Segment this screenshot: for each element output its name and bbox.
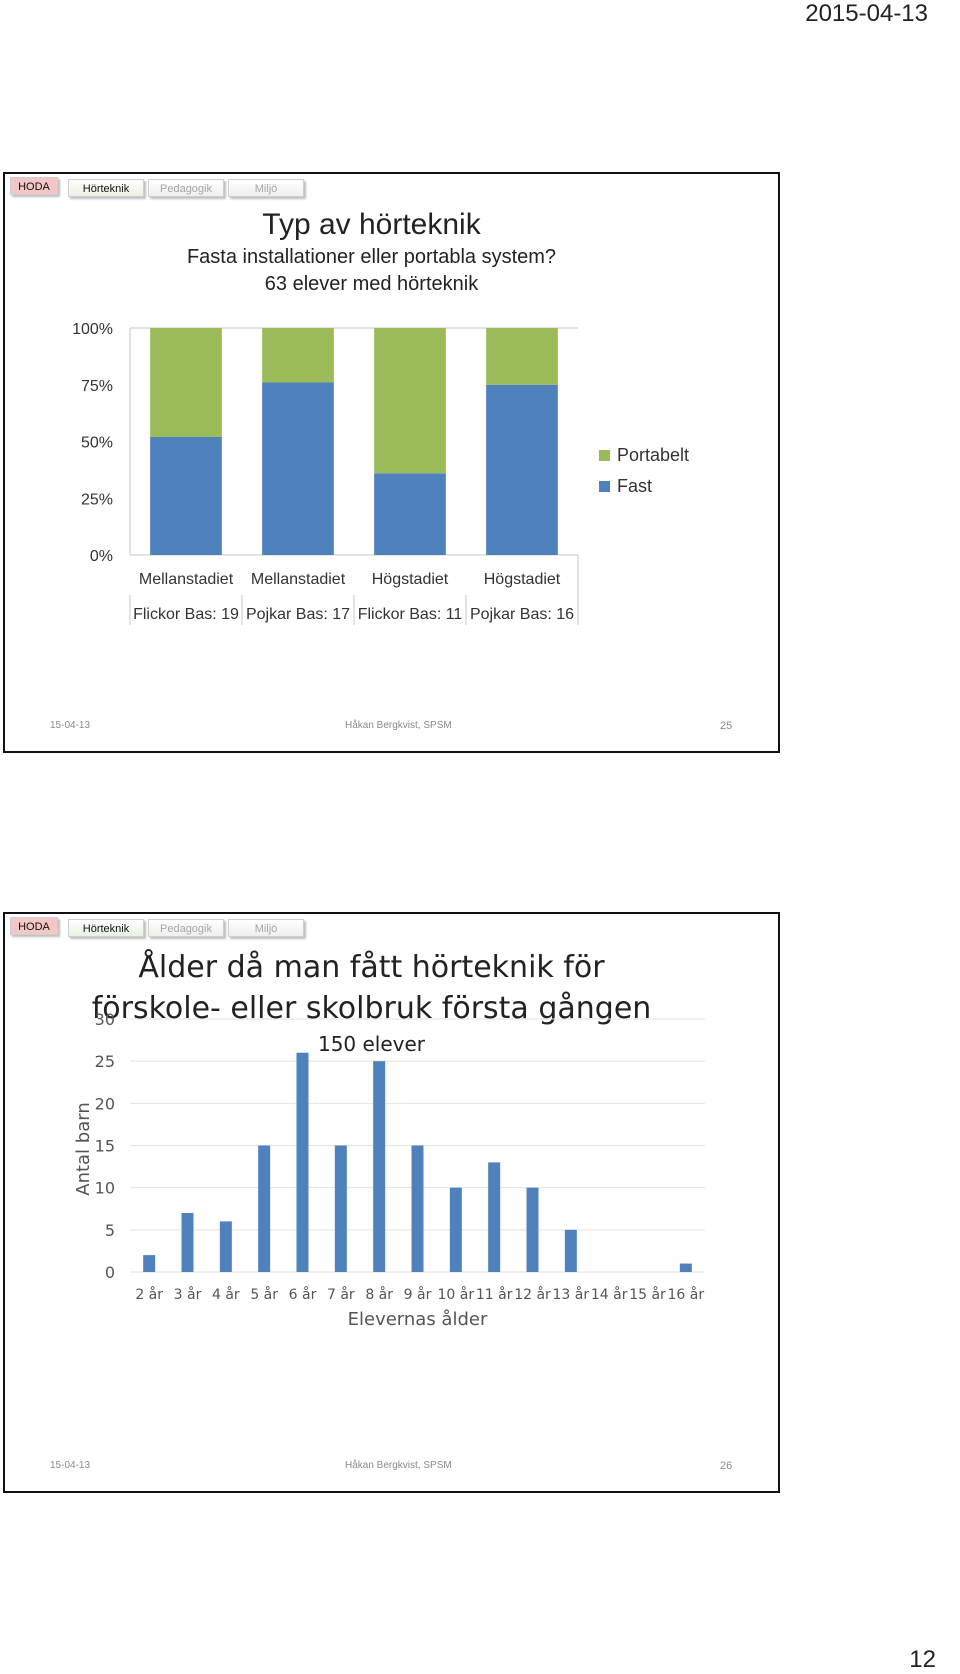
- y-tick-label: 75%: [81, 378, 113, 395]
- bar: [296, 1052, 309, 1272]
- tab-miljo[interactable]: Miljö: [228, 179, 304, 197]
- bar-fast: [150, 436, 222, 555]
- x-tick-label: 5 år: [250, 1286, 278, 1303]
- x-tick-label: 7 år: [327, 1286, 355, 1303]
- slide-nav: HODA Hörteknik Pedagogik Miljö: [5, 914, 778, 942]
- chart-subtitle: 150 elever: [317, 1032, 426, 1056]
- stacked-bar-chart: 0% 25% 50% 75% 100% Mellanstadiet Flickor Bas:…: [72, 321, 689, 625]
- bar: [411, 1145, 424, 1272]
- x-tick-label: 15 år: [629, 1286, 666, 1303]
- bar: [143, 1255, 156, 1272]
- legend-swatch-portabelt: [599, 450, 610, 461]
- bar: [526, 1187, 539, 1272]
- y-tick-label: 30: [95, 1010, 115, 1029]
- chart-title: Typ av hörteknik: [262, 208, 481, 241]
- y-tick-label: 100%: [72, 321, 113, 338]
- legend-label: Fast: [617, 476, 652, 496]
- bar-portabelt: [486, 328, 558, 385]
- chart-title-line1: Ålder då man fått hörteknik för: [138, 950, 605, 985]
- bar-portabelt: [262, 328, 334, 383]
- x-tick-label: 11 år: [476, 1286, 513, 1303]
- bar: [181, 1212, 194, 1272]
- legend-label: Portabelt: [617, 445, 689, 465]
- x-tick-label: 12 år: [514, 1286, 551, 1303]
- bar-portabelt: [374, 328, 446, 474]
- chart-subtitle: Fasta installationer eller portabla syst…: [186, 246, 557, 268]
- y-axis-title: Antal barn: [73, 1102, 94, 1195]
- x-tick-label: 13 år: [553, 1286, 590, 1303]
- slide-age-first-tech: HODA Hörteknik Pedagogik Miljö Ålder då …: [3, 912, 780, 1493]
- y-tick-label: 25%: [81, 491, 113, 508]
- x-tick-label: Mellanstadiet: [251, 571, 346, 588]
- legend-swatch-fast: [599, 481, 610, 492]
- y-tick-label: 15: [95, 1137, 115, 1156]
- x-tick-sublabel: Pojkar Bas: 17: [246, 606, 350, 623]
- tab-miljo[interactable]: Miljö: [228, 919, 304, 937]
- x-tick-label: 14 år: [591, 1286, 628, 1303]
- x-tick-label: 10 år: [438, 1286, 475, 1303]
- y-tick-label: 0: [105, 1263, 115, 1282]
- x-tick-label: 6 år: [289, 1286, 317, 1303]
- slide-hearing-tech-type: HODA Hörteknik Pedagogik Miljö Typ av hö…: [3, 172, 780, 753]
- bar: [334, 1145, 347, 1272]
- x-tick-label: 16 år: [668, 1286, 705, 1303]
- x-tick-sublabel: Flickor Bas: 11: [358, 606, 463, 623]
- x-tick-label: Mellanstadiet: [139, 571, 234, 588]
- bar: [219, 1221, 232, 1272]
- chart-title-line2: förskole- eller skolbruk första gången: [91, 991, 652, 1026]
- bar: [449, 1187, 462, 1272]
- tab-pedagogik[interactable]: Pedagogik: [148, 919, 224, 937]
- bar-fast: [374, 473, 446, 555]
- y-tick-label: 5: [105, 1221, 115, 1240]
- bar-fast: [262, 382, 334, 555]
- x-tick-label: Högstadiet: [372, 571, 449, 588]
- y-tick-label: 25: [95, 1052, 115, 1071]
- y-tick-label: 0%: [90, 548, 113, 565]
- bar: [679, 1263, 692, 1272]
- bar: [564, 1229, 577, 1272]
- bar-fast: [486, 384, 558, 555]
- x-tick-label: 8 år: [365, 1286, 393, 1303]
- x-tick-label: 3 år: [174, 1286, 202, 1303]
- y-tick-label: 10: [95, 1179, 115, 1198]
- x-axis-title: Elevernas ålder: [348, 1309, 488, 1330]
- page-date: 2015-04-13: [805, 0, 928, 27]
- x-tick-label: 2 år: [135, 1286, 163, 1303]
- slide-number: 25: [720, 720, 733, 732]
- footer-author: Håkan Bergkvist, SPSM: [345, 720, 452, 731]
- bar: [488, 1162, 501, 1272]
- footer-date: 15-04-13: [50, 720, 91, 731]
- y-tick-label: 50%: [81, 435, 113, 452]
- bar: [258, 1145, 271, 1272]
- slide-number: 26: [720, 1460, 733, 1472]
- chart-subtitle-2: 63 elever med hörteknik: [264, 273, 479, 295]
- footer-date: 15-04-13: [50, 1460, 91, 1471]
- slide-nav: HODA Hörteknik Pedagogik Miljö: [5, 174, 778, 202]
- x-tick-sublabel: Flickor Bas: 19: [133, 606, 239, 623]
- footer-author: Håkan Bergkvist, SPSM: [345, 1460, 452, 1471]
- x-tick-label: 4 år: [212, 1286, 240, 1303]
- tab-horteknik[interactable]: Hörteknik: [68, 179, 144, 197]
- tab-horteknik[interactable]: Hörteknik: [68, 919, 144, 937]
- age-bar-chart: 0 5 10 15 20 25 30 2 år 3 år 4 år 5 år 6 år 7 år 8 år…: [73, 1010, 705, 1330]
- x-tick-label: Högstadiet: [484, 571, 561, 588]
- bar: [373, 1061, 386, 1272]
- bar-portabelt: [150, 328, 222, 437]
- hoda-tab[interactable]: HODA: [10, 917, 58, 935]
- x-tick-label: 9 år: [404, 1286, 432, 1303]
- tab-pedagogik[interactable]: Pedagogik: [148, 179, 224, 197]
- page-number: 12: [909, 1646, 936, 1673]
- y-tick-label: 20: [95, 1094, 115, 1113]
- hoda-tab[interactable]: HODA: [10, 177, 58, 195]
- x-tick-sublabel: Pojkar Bas: 16: [470, 606, 574, 623]
